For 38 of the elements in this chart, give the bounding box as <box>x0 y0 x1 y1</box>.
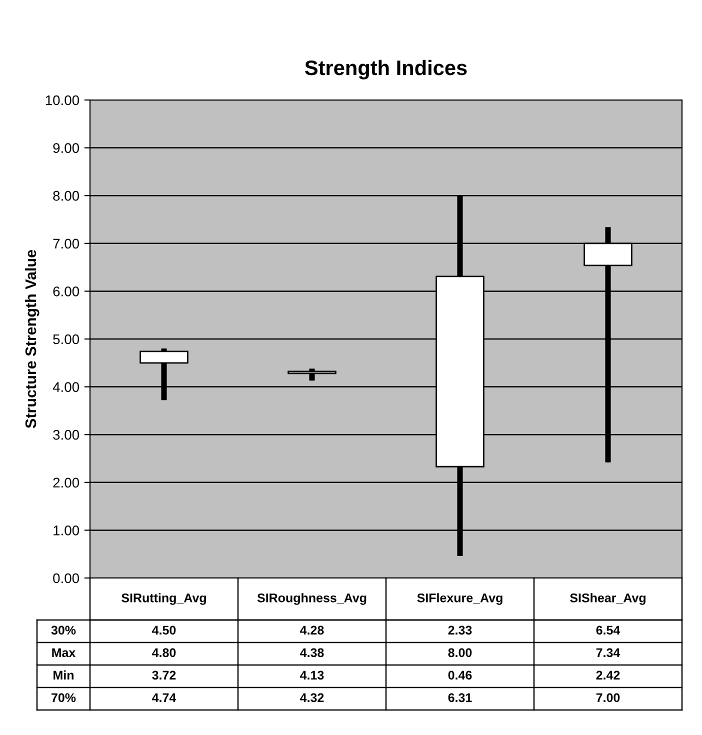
text: 3.72 <box>152 670 176 680</box>
y-tick-label: 1.00 <box>54 526 80 536</box>
text: 70% <box>52 693 76 702</box>
text: Max <box>52 648 76 658</box>
y-axis-title: Structure Strength Value <box>24 250 40 428</box>
text: 4.13 <box>300 670 324 680</box>
x-tick-label: SIRoughness_Avg <box>257 593 366 605</box>
text: 6.54 <box>596 626 620 635</box>
y-tick-label: 6.00 <box>53 286 80 296</box>
text: 6.31 <box>448 693 472 702</box>
text: 4.32 <box>300 693 324 702</box>
text: 4.38 <box>300 648 324 658</box>
text: 30% <box>51 626 76 635</box>
text: 8.00 <box>448 648 472 658</box>
text: 2.33 <box>448 626 472 635</box>
text: 4.80 <box>152 648 176 658</box>
text: 2.42 <box>596 670 620 680</box>
text: Min <box>54 670 74 680</box>
text: 4.50 <box>152 626 176 635</box>
x-tick-label: SIShear_Avg <box>570 593 646 605</box>
text: 7.34 <box>596 648 620 658</box>
y-tick-label: 5.00 <box>53 334 80 344</box>
y-tick-label: 10.00 <box>46 95 80 106</box>
text: 4.28 <box>300 626 324 635</box>
y-tick-label: 8.00 <box>53 190 80 201</box>
chart-title: Strength Indices <box>304 60 467 80</box>
text: 7.00 <box>596 693 620 702</box>
y-tick-label: 9.00 <box>53 143 80 153</box>
y-tick-label: 7.00 <box>53 238 80 249</box>
x-tick-label: SIFlexure_Avg <box>417 593 502 605</box>
y-tick-label: 0.00 <box>53 573 80 584</box>
y-tick-label: 4.00 <box>52 382 80 392</box>
y-tick-label: 3.00 <box>53 430 80 440</box>
y-tick-label: 2.00 <box>53 478 80 488</box>
text: 0.46 <box>448 670 472 680</box>
text: 4.74 <box>152 693 176 702</box>
x-tick-label: SIRutting_Avg <box>122 593 206 605</box>
candlestick <box>288 368 336 381</box>
